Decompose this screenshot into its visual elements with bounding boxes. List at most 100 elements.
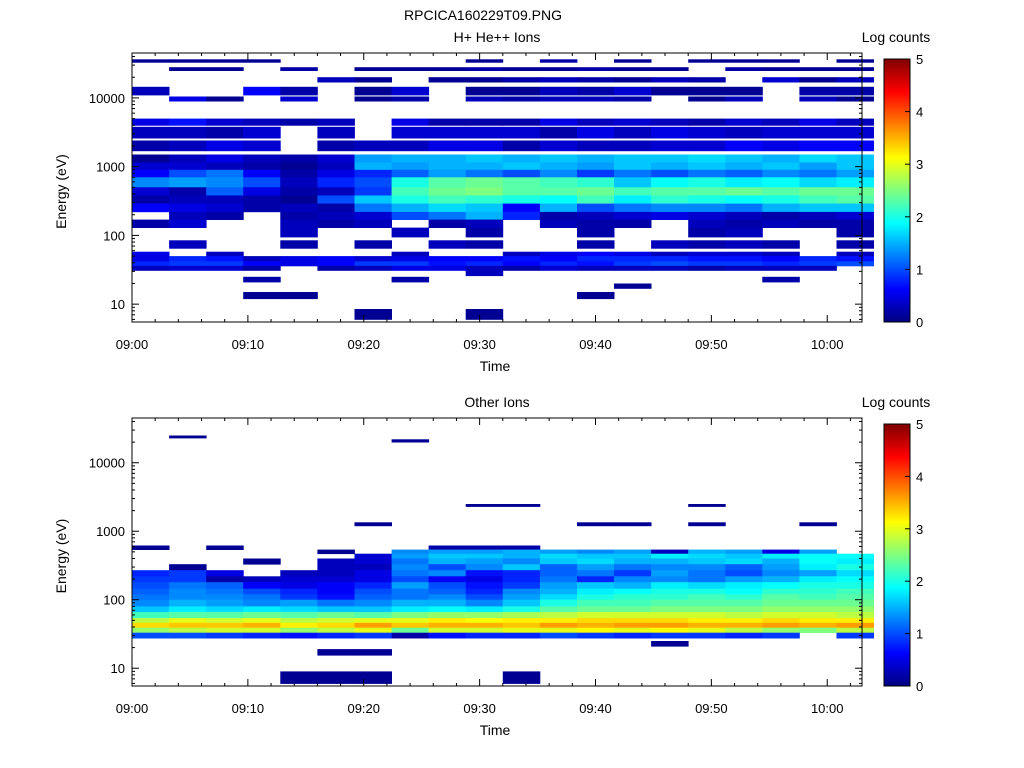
heatmap-cell xyxy=(169,256,207,262)
heatmap-cell xyxy=(169,594,207,601)
heatmap-cell xyxy=(354,67,392,71)
heatmap-cell xyxy=(206,211,244,220)
heatmap-cell xyxy=(725,632,763,639)
heatmap-cell xyxy=(502,558,541,565)
heatmap-cell xyxy=(132,627,170,634)
heatmap-cell xyxy=(539,594,578,601)
heatmap-cell xyxy=(169,203,207,213)
heatmap-cell xyxy=(391,86,430,96)
heatmap-cell xyxy=(688,522,726,527)
heatmap-cell xyxy=(317,219,355,228)
heatmap-cell xyxy=(539,564,578,571)
heatmap-cell xyxy=(206,195,244,204)
heatmap-cell xyxy=(206,162,244,171)
heatmap-cell xyxy=(169,606,207,613)
heatmap-cell xyxy=(836,599,874,607)
heatmap-cell xyxy=(762,549,800,555)
heatmap-cell xyxy=(206,545,244,550)
heatmap-cell xyxy=(502,187,541,196)
heatmap-cell xyxy=(317,594,355,601)
heatmap-cell xyxy=(132,599,170,607)
heatmap-cell xyxy=(502,265,541,271)
heatmap-cell xyxy=(762,276,800,283)
heatmap-cell xyxy=(577,599,615,607)
heatmap-cell xyxy=(539,177,578,188)
heatmap-cell xyxy=(428,240,467,249)
heatmap-cell xyxy=(614,251,652,257)
heatmap-cell xyxy=(762,154,800,163)
heatmap-cell xyxy=(688,86,726,96)
heatmap-cell xyxy=(651,622,689,629)
heatmap-cell xyxy=(725,162,763,171)
heatmap-cell xyxy=(539,126,578,139)
heatmap-cell xyxy=(169,219,207,228)
heatmap-cell xyxy=(502,203,541,213)
heatmap-cell xyxy=(169,211,207,220)
heatmap-cell xyxy=(577,96,615,102)
heatmap-cell xyxy=(725,169,763,178)
heatmap-cell xyxy=(317,599,355,607)
heatmap-cell xyxy=(688,118,726,126)
heatmap-cell xyxy=(614,588,652,595)
colorbar-tick-label: 1 xyxy=(916,627,923,642)
heatmap-cell xyxy=(762,632,800,639)
heatmap-cell xyxy=(688,240,726,249)
colorbar-tick-label: 3 xyxy=(916,522,923,537)
heatmap-cell xyxy=(799,177,837,188)
heatmap-cell xyxy=(836,588,874,595)
heatmap-cell xyxy=(688,632,726,639)
heatmap-cell xyxy=(428,558,467,565)
heatmap-cell xyxy=(317,671,355,684)
heatmap-cell xyxy=(280,627,318,634)
heatmap-cell xyxy=(206,169,244,178)
colorbar: Log counts 0 1 2 3 4 5 xyxy=(862,29,931,330)
colorbar-tick-label: 4 xyxy=(916,105,923,120)
heatmap-cell xyxy=(465,195,504,204)
heatmap-cell xyxy=(280,219,318,228)
heatmap-cell xyxy=(502,251,541,257)
heatmap-cell xyxy=(799,570,837,577)
heatmap-cell xyxy=(317,588,355,595)
heatmap-cell xyxy=(169,67,207,71)
heatmap-cell xyxy=(317,627,355,634)
heatmap-cell xyxy=(799,576,837,583)
heatmap-cell xyxy=(836,203,874,213)
heatmap-cell xyxy=(317,261,355,267)
heatmap-cell xyxy=(688,553,726,559)
x-tick-label: 09:10 xyxy=(232,701,265,716)
heatmap-cell xyxy=(799,67,837,71)
heatmap-cell xyxy=(614,522,652,527)
heatmap-cell xyxy=(651,632,689,639)
heatmap-cell xyxy=(688,140,726,152)
heatmap-cell xyxy=(725,240,763,249)
x-tick-label: 09:40 xyxy=(579,337,612,352)
heatmap-cell xyxy=(836,219,874,228)
heatmap-cell xyxy=(317,126,355,139)
heatmap-cell xyxy=(725,177,763,188)
heatmap-cell xyxy=(243,187,281,196)
heatmap-cell xyxy=(132,622,170,629)
heatmap-cell xyxy=(614,576,652,583)
heatmap-cell xyxy=(169,195,207,204)
x-tick-label: 09:00 xyxy=(116,701,149,716)
heatmap-cell xyxy=(465,118,504,126)
heatmap-cell xyxy=(169,265,207,271)
heatmap-cell xyxy=(577,261,615,267)
heatmap-cell xyxy=(725,622,763,629)
heatmap-cell xyxy=(577,162,615,171)
heatmap-cell xyxy=(428,195,467,204)
heatmap-cell xyxy=(465,588,504,595)
heatmap-cell xyxy=(577,632,615,639)
heatmap-cell xyxy=(502,549,541,555)
heatmap-cell xyxy=(317,256,355,262)
heatmap-cell xyxy=(502,582,541,589)
heatmap-cell xyxy=(836,594,874,601)
heatmap-cell xyxy=(799,195,837,204)
heatmap-cell xyxy=(354,671,392,684)
heatmap-cell xyxy=(577,618,615,624)
heatmap-cell xyxy=(836,618,874,624)
heatmap-cell xyxy=(539,162,578,171)
heatmap-cell xyxy=(651,558,689,565)
heatmap-cell xyxy=(428,154,467,163)
